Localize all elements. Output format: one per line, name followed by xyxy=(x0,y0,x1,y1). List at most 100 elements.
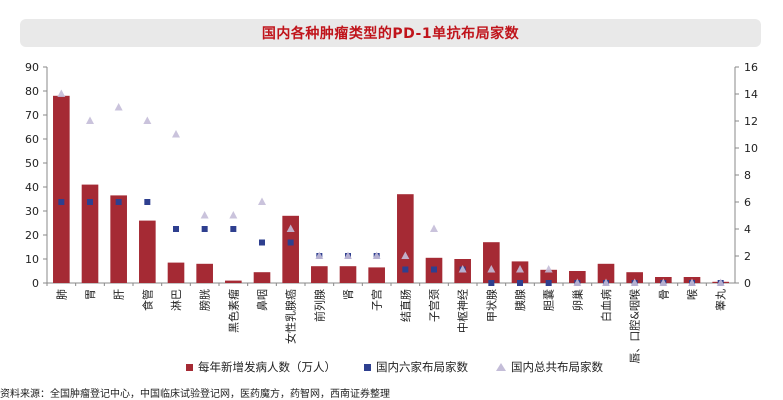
y-right-tick-label: 8 xyxy=(744,169,751,182)
y-left-tick-label: 20 xyxy=(25,229,39,242)
bar xyxy=(311,266,328,283)
x-tick-label: 甲状腺 xyxy=(484,289,498,322)
square-marker xyxy=(431,266,437,273)
legend-triangle-swatch xyxy=(496,363,506,371)
legend-item-square: 国内六家布局家数 xyxy=(364,359,468,375)
square-marker xyxy=(259,239,265,246)
triangle-marker xyxy=(372,251,381,259)
triangle-marker xyxy=(344,251,352,259)
y-right-tick-label: 2 xyxy=(744,250,751,263)
legend-square-swatch xyxy=(364,363,371,371)
legend-bar-label: 每年新增发病人数（万人） xyxy=(198,360,336,374)
bar xyxy=(339,266,357,283)
y-left-tick-label: 60 xyxy=(25,133,39,146)
x-tick-label: 膀胱 xyxy=(198,289,212,311)
bar xyxy=(110,195,127,283)
bar xyxy=(483,242,500,283)
legend-triangle-label: 国内总共布局家数 xyxy=(511,360,603,374)
square-marker xyxy=(115,199,122,205)
triangle-marker xyxy=(430,224,438,232)
y-left-tick-label: 90 xyxy=(25,61,39,74)
triangle-marker xyxy=(630,278,639,286)
bar xyxy=(397,194,414,283)
square-marker xyxy=(87,199,93,205)
x-tick-label: 子宫颈 xyxy=(427,289,441,322)
source-note: 资料来源：全国肿瘤登记中心，中国临床试验登记网，医药魔方，药智网，西南证券整理 xyxy=(0,389,390,400)
square-marker xyxy=(173,226,179,232)
triangle-marker xyxy=(602,278,610,286)
x-tick-label: 唇、口腔&咽喉 xyxy=(628,289,642,364)
legend-bar-swatch xyxy=(186,363,193,371)
x-tick-label: 胆囊 xyxy=(542,289,556,311)
triangle-marker xyxy=(200,211,209,219)
bar xyxy=(167,262,185,283)
triangle-marker xyxy=(143,116,152,124)
bar xyxy=(368,267,385,283)
x-tick-label: 子宫 xyxy=(370,289,384,311)
square-marker xyxy=(287,239,294,246)
triangle-marker xyxy=(86,116,94,124)
x-tick-label: 喉 xyxy=(686,289,699,300)
x-tick-label: 黑色素瘤 xyxy=(226,289,240,333)
x-tick-label: 鼻咽 xyxy=(255,289,269,311)
y-right-tick-label: 16 xyxy=(744,61,758,74)
square-marker xyxy=(545,280,552,286)
bar xyxy=(569,271,586,283)
y-left-tick-label: 10 xyxy=(25,253,39,266)
x-tick-label: 肺 xyxy=(55,289,68,300)
x-tick-label: 骨 xyxy=(657,289,670,300)
y-left-tick-label: 30 xyxy=(25,205,39,218)
triangle-marker xyxy=(516,265,524,273)
legend-item-triangle: 国内总共布局家数 xyxy=(496,359,603,375)
square-marker xyxy=(517,280,523,286)
y-left-tick-label: 70 xyxy=(25,109,39,122)
y-right-tick-label: 14 xyxy=(744,88,758,101)
triangle-marker xyxy=(57,89,66,97)
bar xyxy=(626,272,643,283)
square-marker xyxy=(201,226,208,232)
triangle-marker xyxy=(659,278,668,286)
triangle-marker xyxy=(487,265,496,273)
square-marker xyxy=(230,226,237,232)
x-tick-label: 前列腺 xyxy=(312,289,326,322)
x-tick-label: 结直肠 xyxy=(398,289,412,322)
x-tick-label: 淋巴 xyxy=(170,289,183,311)
triangle-marker xyxy=(716,278,725,286)
bar xyxy=(597,263,615,283)
bar xyxy=(540,269,557,283)
x-tick-label: 睾丸 xyxy=(714,289,728,311)
x-tick-label: 肝 xyxy=(113,289,126,300)
triangle-marker xyxy=(258,197,266,205)
triangle-marker xyxy=(544,265,553,273)
triangle-marker xyxy=(573,278,582,286)
bar xyxy=(81,184,99,283)
triangle-marker xyxy=(688,278,696,286)
y-right-tick-label: 6 xyxy=(744,196,751,209)
x-tick-label: 女性乳腺癌 xyxy=(284,289,298,344)
y-right-tick-label: 12 xyxy=(744,115,758,128)
triangle-marker xyxy=(286,224,295,232)
square-marker xyxy=(58,199,65,205)
square-marker xyxy=(402,266,409,273)
x-tick-label: 胃 xyxy=(84,289,97,300)
x-tick-label: 肾 xyxy=(342,289,355,300)
x-tick-label: 食管 xyxy=(140,289,154,311)
x-tick-label: 白血病 xyxy=(599,289,613,322)
y-left-tick-label: 0 xyxy=(32,277,39,290)
x-tick-label: 中枢神经 xyxy=(456,289,470,333)
triangle-marker xyxy=(315,251,324,259)
bar xyxy=(282,215,299,283)
bar xyxy=(225,280,242,283)
square-marker xyxy=(144,199,151,205)
y-left-tick-label: 50 xyxy=(25,157,39,170)
triangle-marker xyxy=(401,251,410,259)
triangle-marker xyxy=(229,211,238,219)
legend-square-label: 国内六家布局家数 xyxy=(376,360,468,374)
bar xyxy=(253,272,271,283)
y-right-tick-label: 10 xyxy=(744,142,758,155)
y-right-tick-label: 4 xyxy=(744,223,751,236)
bar xyxy=(53,95,70,283)
triangle-marker xyxy=(114,103,123,111)
chart-title-bar: 国内各种肿瘤类型的PD-1单抗布局家数 xyxy=(20,19,761,47)
